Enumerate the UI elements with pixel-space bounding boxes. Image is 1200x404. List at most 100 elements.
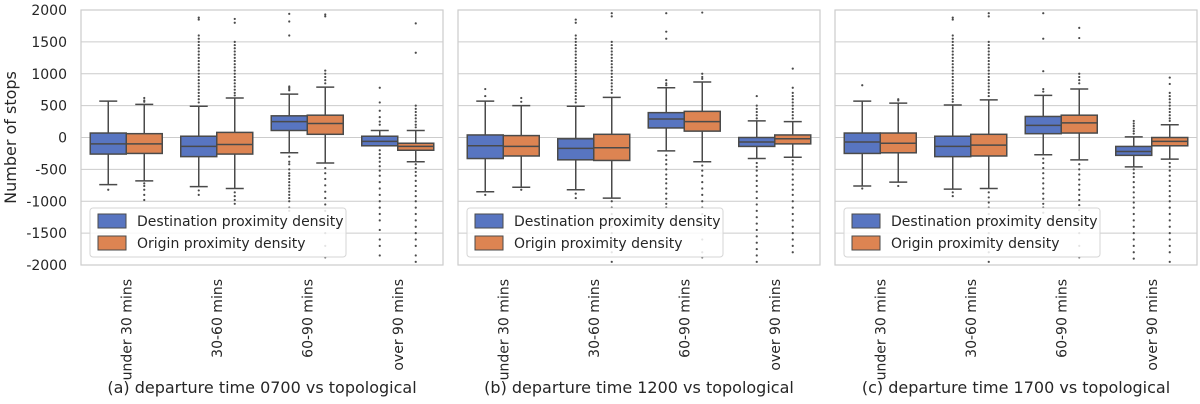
- outlier-point: [755, 196, 758, 200]
- box-plot: [738, 94, 776, 263]
- outlier-point: [1042, 177, 1045, 180]
- outlier-point: [665, 197, 668, 200]
- outlier-point: [233, 202, 236, 205]
- outlier-point: [1168, 184, 1171, 188]
- outlier-point: [233, 85, 236, 88]
- outlier-point: [288, 12, 291, 15]
- outlier-point: [951, 91, 954, 94]
- outlier-point: [1168, 179, 1171, 182]
- outlier-point: [610, 59, 613, 63]
- outlier-point: [324, 167, 327, 170]
- outlier-point: [1042, 167, 1045, 170]
- box-plot: [1060, 26, 1098, 259]
- outlier-point: [378, 109, 381, 112]
- outlier-point: [288, 200, 291, 203]
- outlier-point: [378, 219, 381, 222]
- outlier-point: [665, 168, 668, 171]
- outlier-point: [755, 209, 758, 212]
- outlier-point: [1168, 206, 1171, 209]
- outlier-point: [1168, 219, 1171, 222]
- outlier-point: [324, 177, 327, 181]
- outlier-point: [197, 66, 200, 69]
- outlier-point: [1042, 70, 1045, 73]
- outlier-point: [1042, 90, 1045, 93]
- outlier-point: [897, 99, 900, 102]
- outlier-point: [610, 53, 613, 56]
- outlier-point: [1168, 238, 1171, 241]
- outlier-point: [951, 34, 954, 37]
- outlier-point: [791, 193, 794, 196]
- outlier-point: [791, 104, 794, 107]
- outlier-point: [755, 161, 758, 165]
- outlier-point: [610, 12, 613, 15]
- outlier-point: [1168, 110, 1171, 114]
- outlier-point: [1132, 201, 1135, 204]
- outlier-point: [143, 100, 146, 103]
- outlier-point: [1132, 257, 1135, 260]
- outlier-point: [755, 260, 758, 263]
- outlier-point: [987, 260, 990, 263]
- outlier-point: [951, 75, 954, 79]
- outlier-point: [701, 77, 704, 80]
- outlier-point: [233, 79, 236, 82]
- outlier-point: [233, 198, 236, 202]
- outlier-point: [791, 94, 794, 98]
- outlier-point: [1078, 75, 1081, 79]
- outlier-point: [378, 116, 381, 119]
- outlier-point: [324, 75, 327, 79]
- outlier-point: [324, 79, 327, 82]
- outlier-point: [1132, 130, 1135, 133]
- outlier-point: [1168, 165, 1171, 168]
- legend-label: Origin proximity density: [137, 236, 306, 252]
- y-tick-label: 1500: [31, 35, 67, 51]
- x-tick-label: under 30 mins: [496, 279, 512, 380]
- outlier-point: [861, 84, 864, 87]
- outlier-point: [288, 187, 291, 190]
- outlier-point: [143, 182, 146, 185]
- x-tick-label: over 90 mins: [391, 279, 407, 371]
- outlier-point: [378, 187, 381, 190]
- panel-caption: (a) departure time 0700 vs topological: [107, 378, 416, 397]
- outlier-point: [288, 177, 291, 181]
- outlier-point: [610, 47, 613, 50]
- legend-label: Destination proximity density: [891, 214, 1098, 230]
- outlier-point: [1168, 104, 1171, 107]
- outlier-point: [288, 89, 291, 92]
- outlier-point: [755, 216, 758, 219]
- outlier-point: [414, 123, 417, 126]
- outlier-point: [197, 193, 200, 196]
- outlier-point: [414, 167, 417, 170]
- outlier-point: [324, 190, 327, 193]
- outlier-point: [520, 188, 523, 191]
- y-tick-label: 500: [40, 99, 67, 115]
- outlier-point: [414, 120, 417, 123]
- outlier-point: [378, 254, 381, 257]
- outlier-point: [143, 184, 146, 188]
- outlier-point: [755, 179, 758, 182]
- outlier-point: [1132, 119, 1135, 123]
- outlier-point: [143, 193, 146, 196]
- outlier-point: [755, 190, 758, 193]
- legend-label: Origin proximity density: [891, 236, 1060, 252]
- outlier-point: [1168, 260, 1171, 263]
- outlier-point: [233, 66, 236, 69]
- outlier-point: [414, 110, 417, 114]
- outlier-point: [1168, 200, 1171, 203]
- outlier-point: [665, 84, 668, 87]
- outlier-point: [1042, 157, 1045, 160]
- outlier-point: [197, 85, 200, 88]
- outlier-point: [791, 117, 794, 120]
- outlier-point: [987, 196, 990, 199]
- outlier-point: [1078, 26, 1081, 29]
- x-tick-label: 60-90 mins: [300, 279, 316, 358]
- outlier-point: [484, 94, 487, 98]
- outlier-point: [288, 174, 291, 177]
- outlier-point: [1132, 206, 1135, 209]
- box-iqr: [557, 138, 595, 161]
- box-iqr: [270, 115, 308, 132]
- outlier-point: [951, 88, 954, 91]
- outlier-point: [414, 107, 417, 110]
- legend: Destination proximity density Origin prox…: [843, 207, 1101, 258]
- outlier-point: [414, 260, 417, 263]
- outlier-point: [1168, 225, 1171, 228]
